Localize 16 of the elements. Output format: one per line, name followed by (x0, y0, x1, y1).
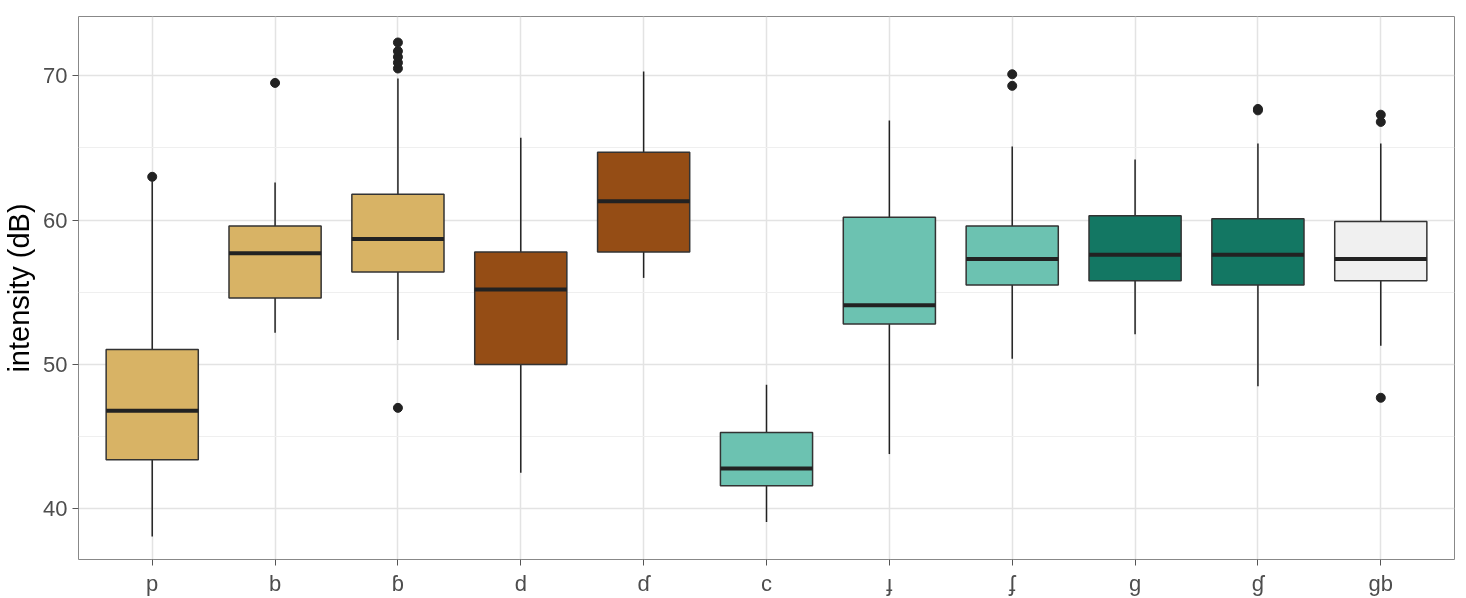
y-tick-label: 70 (43, 63, 68, 89)
y-tick-label: 60 (43, 207, 68, 233)
x-tick-label: d (514, 570, 527, 596)
x-tick-label: ɠ (1251, 570, 1266, 596)
y-tick-label: 50 (43, 352, 68, 378)
x-tick-label: b (268, 570, 282, 596)
y-tick-label: 40 (43, 496, 68, 522)
x-tick-label: ɓ (391, 570, 405, 596)
x-tick-label: c (761, 570, 772, 596)
x-tick-label: g (1128, 570, 1142, 596)
x-tick-label: p (146, 570, 159, 596)
x-tick-label: ʄ (1008, 570, 1017, 596)
y-axis-title: intensity (dB) (3, 203, 36, 373)
x-tick-label: gb (1368, 570, 1394, 596)
x-tick-label: ɗ (637, 570, 652, 596)
x-tick-label: ɟ (886, 570, 893, 596)
